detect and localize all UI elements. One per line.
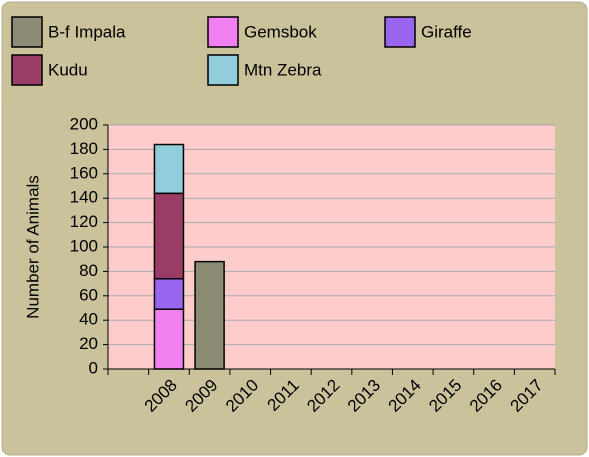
legend-swatch [384,16,416,48]
legend-swatch [207,54,239,86]
y-tick-label: 200 [70,114,98,133]
bar-segment [153,192,185,280]
y-tick-label: 160 [70,163,98,182]
y-tick-label: 120 [70,212,98,231]
legend-label: Mtn Zebra [244,60,322,79]
bar-segment [153,143,185,195]
bar-segment [194,260,225,370]
legend-label: B-f Impala [48,22,126,41]
y-tick-label: 60 [79,285,98,304]
y-tick-label: 80 [79,261,98,280]
y-tick-label: 100 [70,236,98,255]
legend-swatch [207,16,239,48]
legend-label: Gemsbok [244,22,317,41]
legend-swatch [11,54,43,86]
legend-swatch [11,16,43,48]
y-tick-label: 20 [79,334,98,353]
bar-segment [153,308,185,370]
y-tick-label: 140 [70,188,98,207]
y-axis-label: Number of Animals [23,175,42,319]
y-tick-label: 40 [79,310,98,329]
bar-segment [153,277,185,310]
legend-label: Giraffe [421,22,472,41]
y-tick-label: 0 [89,358,98,377]
legend-label: Kudu [48,60,88,79]
y-tick-label: 180 [70,139,98,158]
